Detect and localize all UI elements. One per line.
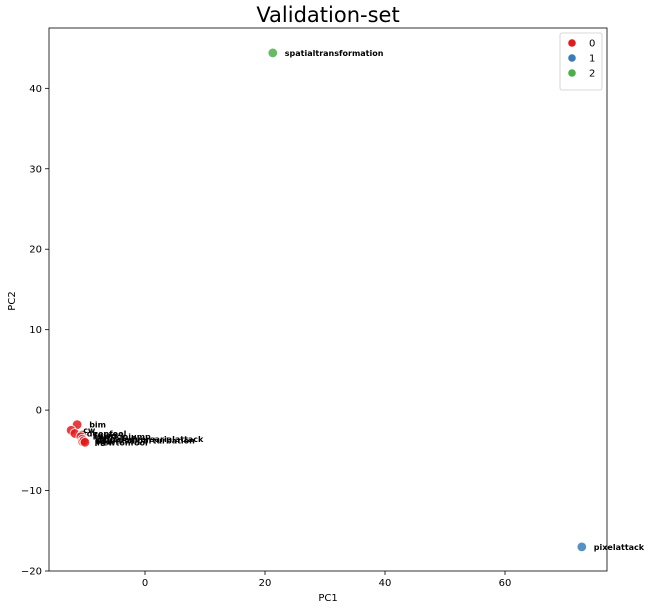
legend-marker: [568, 54, 576, 62]
point-label: universalperturbation: [96, 437, 195, 446]
y-tick-label: 20: [29, 245, 42, 256]
point-label: newtonfool: [97, 438, 148, 447]
y-tick-label: 10: [29, 325, 42, 336]
legend-label: 2: [589, 69, 595, 80]
y-tick-label: 30: [29, 164, 42, 175]
chart-title: Validation-set: [256, 3, 399, 27]
legend-box: [559, 32, 603, 91]
data-point: [79, 437, 91, 448]
x-tick-label: 20: [259, 578, 272, 589]
y-tick-label: 0: [36, 406, 42, 417]
point-label: cw: [83, 426, 96, 435]
point-label: virtualadversarialattack: [95, 435, 204, 444]
point-label: fgsm: [94, 431, 116, 440]
legend-label: 1: [589, 54, 595, 65]
y-tick-label: −10: [21, 486, 42, 497]
legend-marker: [568, 39, 576, 47]
plot-frame: [48, 27, 608, 572]
x-axis-label: PC1: [318, 593, 337, 604]
point-label: pixelattack: [594, 543, 645, 552]
point-label: spatialtransformation: [285, 49, 384, 58]
point-label: hopskipjump: [93, 433, 151, 442]
point-label: bim: [89, 421, 106, 430]
x-tick-label: 60: [499, 578, 512, 589]
y-axis-label: PC2: [7, 291, 18, 310]
plot-area: 0 20 40 60−20−10010203040bimcwdeepfoolfgsmh…: [21, 27, 645, 589]
y-tick-label: 40: [29, 84, 42, 95]
data-point: [267, 47, 279, 59]
legend-label: 0: [589, 39, 595, 50]
point-label: deepfool: [87, 429, 127, 438]
data-point: [576, 541, 588, 553]
x-tick-label: 40: [379, 578, 392, 589]
legend-marker: [568, 69, 576, 77]
x-tick-label: 0: [142, 578, 148, 589]
y-tick-label: −20: [21, 567, 42, 578]
point-label: pgd: [95, 437, 112, 446]
